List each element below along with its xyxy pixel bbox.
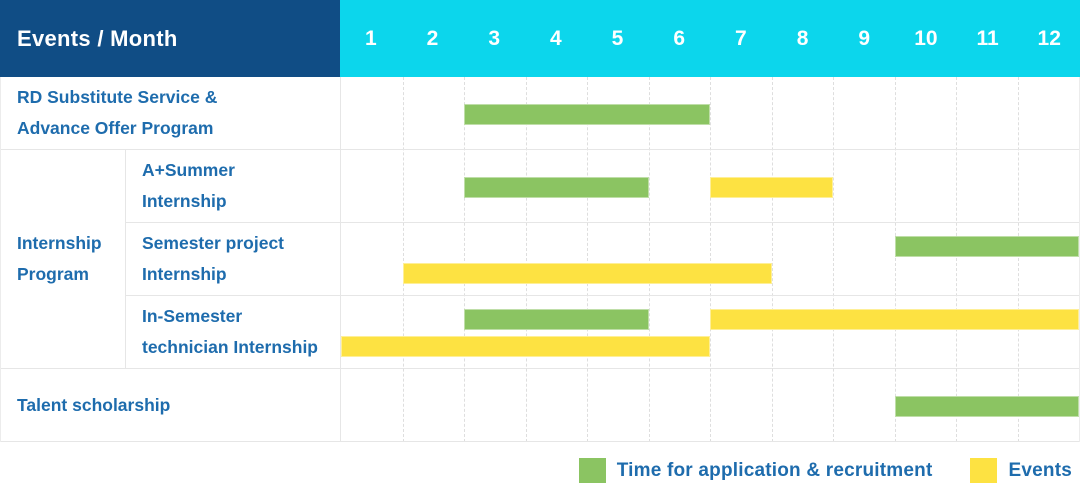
group-subrows: A+Summer Internship Semester project Inte… [126,150,1079,368]
month-header-cell: 10 [914,26,938,50]
row-track [341,223,1079,295]
gantt-group-row: Internship Program A+Summer Internship Sem… [1,150,1079,369]
gantt-row: Talent scholarship [1,369,1079,442]
row-label: A+Summer Internship [126,150,341,222]
gantt-row: RD Substitute Service & Advance Offer Pr… [1,77,1079,150]
month-header-cell: 7 [735,26,747,50]
legend-swatch-event [970,458,998,483]
group-label: Internship Program [1,150,126,368]
month-header-cell: 3 [488,26,501,50]
month-header-cell: 12 [1037,26,1061,50]
row-label: In-Semester technician Internship [126,296,341,368]
row-track [341,150,1079,222]
month-header-cell: 9 [858,26,871,50]
legend-item: Time for application & recruitment [578,458,933,483]
month-header-cell: 8 [796,26,809,50]
month-header-row: 1 2 3 4 5 6 7 8 9 10 11 12 [340,0,1080,77]
application-bar [894,236,1079,257]
gantt-row: A+Summer Internship [126,150,1079,223]
month-header-cell: 5 [611,26,624,50]
gantt-row: Semester project Internship [126,223,1079,296]
application-bar [464,177,649,198]
gantt-body: RD Substitute Service & Advance Offer Pr… [0,77,1080,442]
chart-header: Events / Month 1 2 3 4 5 6 7 8 9 10 11 12 [0,0,1080,77]
row-label: Semester project Internship [126,223,341,295]
application-bar [894,396,1079,417]
month-header-cell: 2 [426,26,439,50]
month-header-cell: 11 [976,26,999,50]
legend-item: Events [970,458,1072,483]
legend-label: Events [1008,459,1072,481]
application-bar [464,104,710,125]
row-label: Talent scholarship [1,369,341,441]
legend: Time for application & recruitment Events [0,442,1080,483]
event-bar [341,336,710,357]
row-label: RD Substitute Service & Advance Offer Pr… [1,77,341,149]
event-bar [710,177,833,198]
legend-swatch-application [578,458,606,483]
row-track [341,77,1079,149]
month-header-cell: 4 [550,26,562,50]
event-bar [402,263,772,284]
event-bar [710,309,1079,330]
gantt-row: In-Semester technician Internship [126,296,1079,368]
application-bar [464,309,649,330]
events-month-header: Events / Month [0,0,340,77]
row-track [341,369,1079,441]
month-header-cell: 6 [673,26,686,50]
legend-label: Time for application & recruitment [616,459,933,481]
row-track [341,296,1079,368]
month-header-cell: 1 [364,26,377,50]
